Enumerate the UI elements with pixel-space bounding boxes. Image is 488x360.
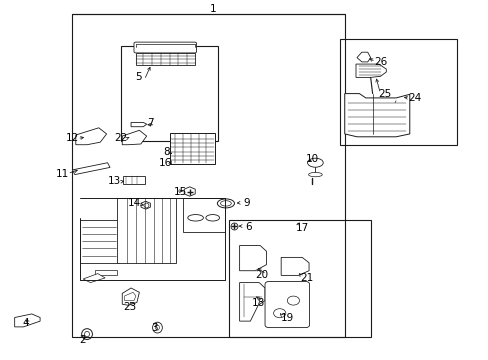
Bar: [72, 14, 345, 337]
Polygon shape: [72, 163, 110, 175]
Polygon shape: [76, 128, 106, 145]
Polygon shape: [239, 246, 266, 271]
Text: 9: 9: [243, 198, 250, 208]
Polygon shape: [131, 122, 146, 127]
Bar: [170, 133, 215, 164]
Text: 21: 21: [300, 273, 313, 283]
Bar: [117, 198, 176, 263]
Text: 15: 15: [173, 186, 186, 197]
Text: 17: 17: [295, 222, 308, 233]
Text: 22: 22: [114, 132, 128, 143]
FancyBboxPatch shape: [134, 42, 196, 53]
Text: 1: 1: [209, 4, 216, 14]
Polygon shape: [122, 288, 139, 305]
Bar: [80, 220, 119, 263]
Bar: [123, 176, 145, 184]
Text: 13: 13: [108, 176, 122, 186]
Text: 2: 2: [79, 335, 85, 345]
Polygon shape: [344, 94, 409, 137]
Text: 11: 11: [56, 168, 69, 179]
Text: 10: 10: [305, 154, 318, 164]
FancyBboxPatch shape: [264, 282, 309, 328]
Text: 19: 19: [280, 312, 294, 323]
Text: 6: 6: [244, 222, 251, 232]
Text: 25: 25: [378, 89, 391, 99]
Text: 23: 23: [122, 302, 136, 312]
Text: 7: 7: [147, 118, 154, 128]
Text: 18: 18: [251, 298, 264, 308]
Polygon shape: [95, 270, 117, 275]
Text: 8: 8: [163, 147, 169, 157]
Polygon shape: [15, 314, 40, 327]
Text: 16: 16: [158, 158, 172, 168]
Text: 24: 24: [407, 93, 421, 103]
Polygon shape: [122, 130, 146, 145]
Text: 4: 4: [22, 318, 29, 328]
Bar: [228, 220, 370, 337]
Bar: [183, 198, 224, 232]
Text: 20: 20: [255, 270, 267, 280]
Bar: [121, 46, 218, 141]
Text: 26: 26: [373, 57, 386, 67]
Polygon shape: [239, 283, 264, 321]
Bar: [136, 53, 194, 65]
Text: 14: 14: [127, 198, 141, 208]
Polygon shape: [83, 274, 105, 283]
Text: 12: 12: [65, 132, 79, 143]
Bar: [339, 39, 456, 145]
Text: 5: 5: [135, 72, 142, 82]
Polygon shape: [356, 52, 370, 62]
Text: 3: 3: [150, 323, 157, 333]
Polygon shape: [355, 64, 386, 77]
Polygon shape: [281, 257, 308, 275]
